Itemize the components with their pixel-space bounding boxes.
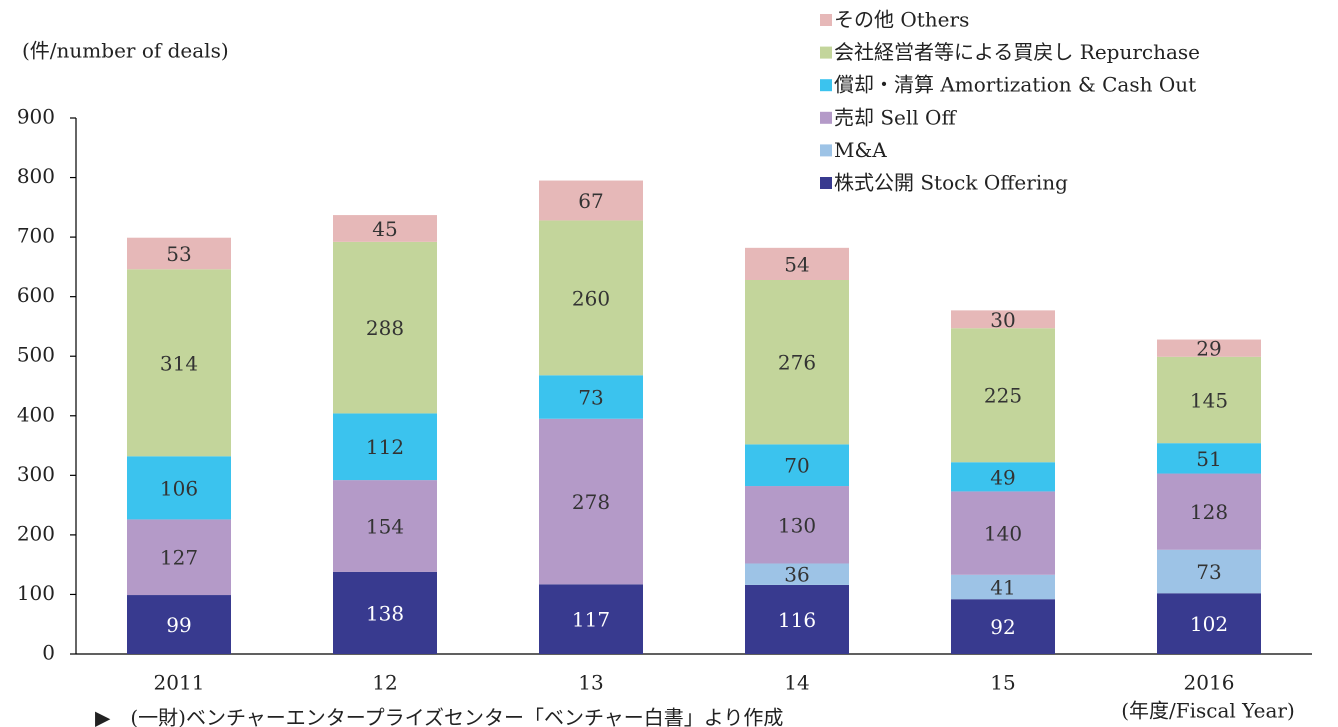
value-label: 73	[578, 386, 603, 410]
y-tick-label: 700	[17, 224, 55, 248]
value-label: 73	[1196, 560, 1221, 584]
value-label: 225	[984, 384, 1022, 408]
legend-swatch	[820, 14, 832, 26]
bar-segment	[333, 413, 437, 481]
value-label: 117	[572, 608, 610, 632]
bar-segment	[539, 584, 643, 654]
bar-segment	[127, 237, 231, 270]
legend-swatch	[820, 177, 832, 189]
bar-segment	[745, 563, 849, 585]
bar-segment	[745, 247, 849, 280]
bar-segment	[127, 269, 231, 457]
legend-label: 売却 Sell Off	[834, 105, 957, 129]
bar-segment	[127, 595, 231, 654]
value-label: 92	[990, 615, 1015, 639]
y-tick-label: 100	[17, 581, 55, 605]
x-tick-label: 14	[784, 671, 809, 695]
value-label: 53	[166, 242, 191, 266]
bar-segment	[951, 491, 1055, 575]
bar-segment	[1157, 339, 1261, 357]
value-label: 51	[1196, 447, 1221, 471]
bar-segment	[539, 375, 643, 419]
bar-segment	[951, 462, 1055, 492]
bar-segment	[333, 480, 437, 572]
bar-segment	[127, 456, 231, 520]
legend-swatch	[820, 79, 832, 92]
bar-segment	[951, 599, 1055, 654]
bar-segment	[1157, 356, 1261, 444]
y-tick-label: 900	[17, 105, 55, 129]
x-tick-label: 15	[990, 671, 1015, 695]
value-label: 29	[1196, 337, 1221, 361]
y-tick-label: 800	[17, 164, 55, 188]
value-label: 36	[784, 563, 809, 587]
legend-label: その他 Others	[834, 8, 969, 32]
bar-segment	[745, 486, 849, 564]
source-note: ▶ (一財)ベンチャーエンタープライズセンター「ベンチャー白書」より作成	[95, 706, 783, 727]
value-label: 140	[984, 522, 1022, 546]
y-tick-label: 600	[17, 283, 55, 307]
bar-segment	[539, 180, 643, 221]
y-tick-label: 200	[17, 521, 55, 545]
value-label: 45	[372, 217, 397, 241]
bar-segment	[745, 279, 849, 445]
x-axis-label: (年度/Fiscal Year)	[1121, 699, 1295, 723]
value-label: 102	[1190, 612, 1228, 636]
value-label: 128	[1190, 500, 1228, 524]
bar-segment	[539, 220, 643, 376]
value-label: 30	[990, 308, 1015, 332]
value-label: 49	[990, 465, 1015, 489]
bar-segment	[333, 241, 437, 414]
x-tick-label: 2016	[1184, 671, 1235, 695]
legend-swatch	[820, 144, 832, 157]
bar-segment	[951, 574, 1055, 600]
legend-swatch	[820, 111, 832, 124]
value-label: 116	[778, 608, 816, 632]
value-label: 54	[784, 252, 809, 276]
value-label: 70	[784, 454, 809, 478]
x-tick-label: 13	[578, 671, 603, 695]
legend-label: M&A	[834, 138, 887, 162]
bar-segment	[127, 519, 231, 596]
legend-label: 会社経営者等による買戻し Repurchase	[834, 40, 1200, 64]
y-tick-label: 300	[17, 462, 55, 486]
value-label: 106	[160, 476, 198, 500]
legend-swatch	[820, 46, 832, 59]
value-label: 138	[366, 601, 404, 625]
value-label: 41	[990, 576, 1015, 600]
value-label: 260	[572, 286, 610, 310]
y-tick-label: 500	[17, 343, 55, 367]
bar-segment	[951, 310, 1055, 329]
bar-segment	[539, 418, 643, 585]
value-label: 99	[166, 613, 191, 637]
bar-segment	[745, 584, 849, 654]
bar-segment	[951, 328, 1055, 463]
y-tick-label: 400	[17, 402, 55, 426]
y-tick-label: 0	[42, 641, 55, 665]
value-label: 276	[778, 351, 816, 375]
x-tick-label: 12	[372, 671, 397, 695]
legend-label: 株式公開 Stock Offering	[834, 171, 1068, 195]
value-label: 145	[1190, 388, 1228, 412]
bar-segment	[1157, 593, 1261, 654]
value-label: 288	[366, 316, 404, 340]
bar-segment	[333, 215, 437, 242]
value-label: 314	[160, 351, 198, 375]
legend-label: 償却・清算 Amortization & Cash Out	[834, 73, 1196, 97]
y-axis-label: (件/number of deals)	[22, 39, 229, 63]
value-label: 67	[578, 189, 603, 213]
bar-segment	[1157, 549, 1261, 594]
value-label: 278	[572, 490, 610, 514]
bar-segment	[745, 444, 849, 487]
bar-segment	[333, 571, 437, 654]
value-label: 154	[366, 514, 404, 538]
x-tick-label: 2011	[154, 671, 205, 695]
bar-segment	[1157, 473, 1261, 550]
value-label: 112	[366, 435, 404, 459]
value-label: 130	[778, 513, 816, 537]
bar-segment	[1157, 443, 1261, 474]
value-label: 127	[160, 546, 198, 570]
